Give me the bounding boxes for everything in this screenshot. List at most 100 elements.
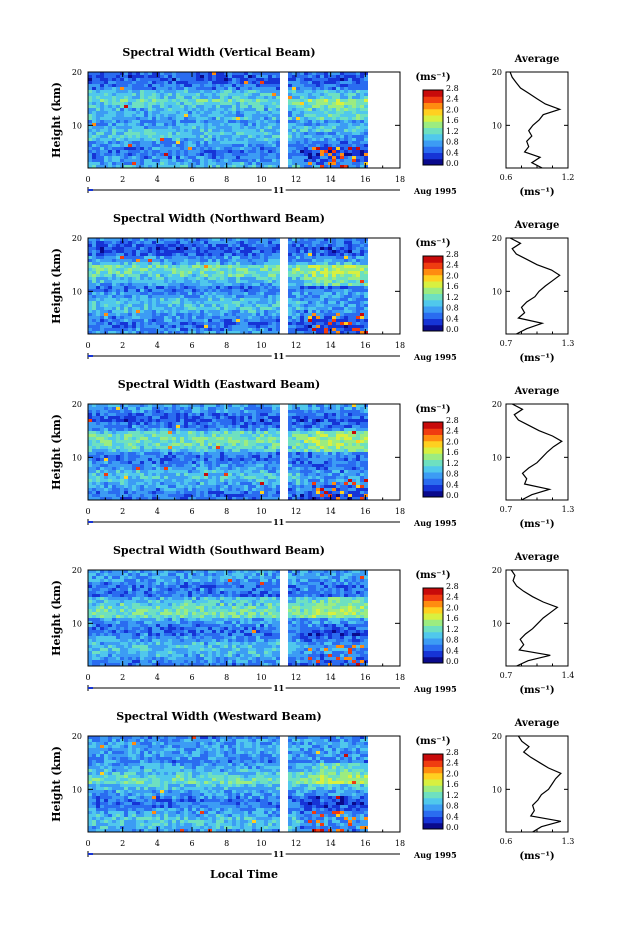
heatmap-cell xyxy=(348,120,352,123)
heatmap-cell xyxy=(140,274,144,277)
heatmap-cell xyxy=(220,419,224,422)
heatmap-cell xyxy=(124,410,128,413)
heatmap-cell xyxy=(120,120,124,123)
heatmap-cell xyxy=(292,87,296,90)
heatmap-cell xyxy=(120,90,124,93)
heatmap-cell xyxy=(184,129,188,132)
heatmap-cell xyxy=(140,75,144,78)
heatmap-cell xyxy=(232,114,236,117)
heatmap-cell xyxy=(120,256,124,259)
heatmap-cell xyxy=(104,328,108,331)
heatmap-cell xyxy=(176,241,180,244)
heatmap-cell xyxy=(184,111,188,114)
heatmap-cell xyxy=(136,117,140,120)
heatmap-cell xyxy=(260,99,264,102)
heatmap-cell xyxy=(296,265,300,268)
heatmap-cell xyxy=(304,416,308,419)
heatmap-cell xyxy=(156,319,160,322)
x-tick-label: 2 xyxy=(120,175,125,184)
heatmap-cell xyxy=(196,250,200,253)
heatmap-cell xyxy=(108,81,112,84)
heatmap-cell xyxy=(124,108,128,111)
heatmap-cell xyxy=(256,147,260,150)
heatmap-cell xyxy=(248,410,252,413)
heatmap-cell xyxy=(268,153,272,156)
heatmap-cell xyxy=(184,78,188,81)
heatmap-cell xyxy=(96,114,100,117)
heatmap-cell xyxy=(208,328,212,331)
heatmap-cell xyxy=(360,138,364,141)
heatmap-cell xyxy=(92,319,96,322)
heatmap-cell xyxy=(204,277,208,280)
heatmap-cell xyxy=(112,295,116,298)
heatmap-cell xyxy=(232,120,236,123)
heatmap-cell xyxy=(160,262,164,265)
heatmap-cell xyxy=(340,147,344,150)
heatmap-cell xyxy=(148,117,152,120)
heatmap-cell xyxy=(288,416,292,419)
heatmap-cell xyxy=(184,147,188,150)
heatmap-cell xyxy=(212,244,216,247)
heatmap-cell xyxy=(364,301,368,304)
heatmap-cell xyxy=(156,259,160,262)
heatmap-cell xyxy=(336,268,340,271)
heatmap-cell xyxy=(156,265,160,268)
heatmap-cell xyxy=(208,271,212,274)
heatmap-cell xyxy=(308,75,312,78)
heatmap-cell xyxy=(352,114,356,117)
heatmap-cell xyxy=(160,413,164,416)
heatmap-cell xyxy=(100,410,104,413)
heatmap-cell xyxy=(144,271,148,274)
heatmap-cell xyxy=(360,280,364,283)
heatmap-cell xyxy=(328,322,332,325)
heatmap-cell xyxy=(152,153,156,156)
heatmap-cell xyxy=(140,313,144,316)
heatmap-cell xyxy=(88,81,92,84)
heatmap-cell xyxy=(352,316,356,319)
heatmap-cell xyxy=(156,419,160,422)
heatmap-cell xyxy=(316,277,320,280)
heatmap-cell xyxy=(200,259,204,262)
heatmap-cell xyxy=(224,90,228,93)
heatmap-cell xyxy=(112,93,116,96)
heatmap-cell xyxy=(180,147,184,150)
heatmap-cell xyxy=(204,416,208,419)
heatmap-cell xyxy=(300,250,304,253)
heatmap-cell xyxy=(200,316,204,319)
heatmap-cell xyxy=(164,307,168,310)
heatmap-cell xyxy=(260,138,264,141)
heatmap-cell xyxy=(104,265,108,268)
heatmap-cell xyxy=(212,298,216,301)
heatmap-cell xyxy=(264,132,268,135)
heatmap-cell xyxy=(244,93,248,96)
heatmap-cell xyxy=(256,90,260,93)
heatmap-cell xyxy=(276,328,280,331)
heatmap-cell xyxy=(192,295,196,298)
heatmap-cell xyxy=(136,277,140,280)
heatmap-cell xyxy=(352,153,356,156)
heatmap-cell xyxy=(100,114,104,117)
heatmap-cell xyxy=(160,141,164,144)
heatmap-cell xyxy=(192,129,196,132)
heatmap-cell xyxy=(152,313,156,316)
heatmap-cell xyxy=(116,271,120,274)
heatmap-cell xyxy=(224,247,228,250)
heatmap-cell xyxy=(132,322,136,325)
heatmap-cell xyxy=(312,90,316,93)
heatmap-cell xyxy=(152,96,156,99)
heatmap-cell xyxy=(288,129,292,132)
heatmap-cell xyxy=(360,295,364,298)
heatmap-cell xyxy=(312,310,316,313)
heatmap-cell xyxy=(104,117,108,120)
heatmap-cell xyxy=(316,283,320,286)
heatmap-cell xyxy=(252,138,256,141)
heatmap-cell xyxy=(164,274,168,277)
heatmap-cell xyxy=(124,102,128,105)
heatmap-cell xyxy=(328,99,332,102)
heatmap-cell xyxy=(148,319,152,322)
heatmap-cell xyxy=(120,304,124,307)
heatmap-cell xyxy=(336,286,340,289)
heatmap-cell xyxy=(180,114,184,117)
heatmap-cell xyxy=(296,286,300,289)
heatmap-cell xyxy=(200,256,204,259)
